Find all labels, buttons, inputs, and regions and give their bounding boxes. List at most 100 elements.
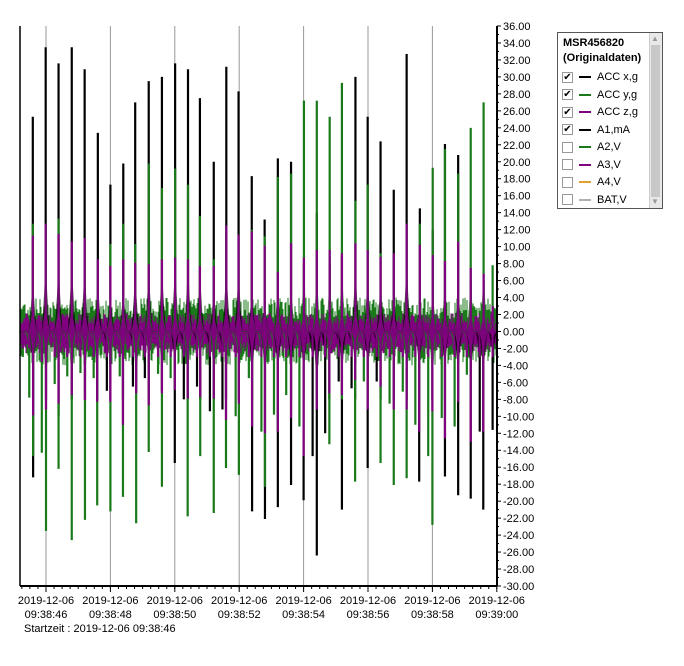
acc-z-spike-base xyxy=(209,308,218,332)
acc-z-spike-base xyxy=(273,310,282,332)
acc-z-spike-base xyxy=(389,331,398,359)
legend-color-swatch xyxy=(579,181,591,183)
legend-checkbox[interactable]: ✔ xyxy=(562,89,573,100)
acc-z-spike-base xyxy=(479,311,488,332)
legend-item[interactable]: BAT,V xyxy=(562,193,627,207)
x-tick-date: 2019-12-06 xyxy=(340,595,396,607)
x-tick-date: 2019-12-06 xyxy=(469,595,525,607)
y-tick-label: -26.00 xyxy=(503,547,534,559)
y-tick-label: 30.00 xyxy=(503,72,531,84)
acc-z-spike-base xyxy=(183,331,192,355)
acc-z-spike-base xyxy=(234,297,243,332)
legend-checkbox[interactable] xyxy=(562,194,573,205)
y-tick-label: -22.00 xyxy=(503,513,534,525)
legend-scrollbar[interactable]: ▲ ▼ xyxy=(649,33,662,208)
legend-title: MSR456820 (Originaldaten) xyxy=(563,36,641,66)
acc-z-spike-base xyxy=(80,298,89,332)
legend-label: ACC x,g xyxy=(597,71,638,83)
y-tick-label: 10.00 xyxy=(503,242,531,254)
acc-z-spike-base xyxy=(440,306,449,332)
y-tick-label: 12.00 xyxy=(503,225,531,237)
y-tick-label: 6.00 xyxy=(503,276,524,288)
acc-z-spike-base xyxy=(376,305,385,332)
legend-label: ACC z,g xyxy=(597,106,638,118)
y-tick-label: 2.00 xyxy=(503,309,524,321)
acc-z-spike-base xyxy=(54,331,63,357)
acc-z-spike-base xyxy=(325,302,334,332)
acc-z-spike-base xyxy=(41,293,50,332)
legend-subtitle: (Originaldaten) xyxy=(563,52,642,64)
scrollbar-thumb[interactable] xyxy=(651,45,660,197)
x-tick-date: 2019-12-06 xyxy=(18,595,74,607)
acc-z-spike-base xyxy=(222,294,231,332)
acc-z-spike-base xyxy=(144,307,153,332)
legend-item[interactable]: A2,V xyxy=(562,140,621,154)
legend-checkbox[interactable]: ✔ xyxy=(562,71,573,83)
legend-label: BAT,V xyxy=(597,193,627,206)
legend-color-swatch xyxy=(579,76,591,78)
legend-checkbox[interactable]: ✔ xyxy=(562,106,573,118)
scroll-up-icon[interactable]: ▲ xyxy=(651,34,659,43)
acc-z-spike-base xyxy=(106,308,115,332)
acc-z-spike-base xyxy=(402,293,411,332)
legend-checkbox[interactable] xyxy=(562,159,573,170)
legend-checkbox[interactable] xyxy=(562,141,573,153)
x-tick-date: 2019-12-06 xyxy=(211,595,267,607)
legend-color-swatch xyxy=(579,163,591,166)
acc-z-spike-base xyxy=(171,305,180,332)
acc-z-spike-base xyxy=(415,301,424,332)
y-tick-label: -12.00 xyxy=(503,428,534,440)
x-tick-date: 2019-12-06 xyxy=(147,595,203,607)
y-tick-label: -4.00 xyxy=(503,360,528,372)
acc-z-spike-base xyxy=(428,304,437,332)
acc-z-spike-base xyxy=(337,331,346,354)
acc-z-spike-base xyxy=(454,299,463,332)
x-tick-date: 2019-12-06 xyxy=(275,595,331,607)
y-tick-label: 0.00 xyxy=(503,326,524,338)
acc-z-spike-base xyxy=(479,331,488,367)
acc-z-spike-base xyxy=(28,297,37,332)
acc-z-spike-base xyxy=(118,331,127,365)
legend-label: A1,mA xyxy=(597,123,631,136)
legend-label: A4,V xyxy=(597,176,621,188)
acc-z-spike-base xyxy=(312,302,321,332)
legend-item[interactable]: A3,V xyxy=(562,158,621,172)
acc-z-spike-base xyxy=(287,331,296,362)
scroll-down-icon[interactable]: ▼ xyxy=(651,197,659,206)
y-tick-label: -20.00 xyxy=(503,496,534,508)
legend-color-swatch xyxy=(579,198,591,201)
acc-z-spike-base xyxy=(287,300,296,332)
y-tick-label: 8.00 xyxy=(503,259,524,271)
start-time-label: Startzeit : 2019-12-06 09:38:46 xyxy=(24,623,176,635)
acc-z-spike-base xyxy=(440,331,449,369)
legend-item[interactable]: ✔ ACC x,g xyxy=(562,70,638,84)
acc-z-spike-base xyxy=(363,302,372,332)
y-tick-label: -14.00 xyxy=(503,445,534,457)
legend-item[interactable]: ✔ ACC y,g xyxy=(562,88,637,102)
acc-z-spike-base xyxy=(157,306,166,332)
legend-checkbox[interactable] xyxy=(562,176,573,188)
y-tick-label: -18.00 xyxy=(503,479,534,491)
acc-z-spike-base xyxy=(54,297,63,332)
y-tick-label: 32.00 xyxy=(503,55,531,67)
acc-z-spike-base xyxy=(454,331,463,357)
legend-color-swatch xyxy=(579,146,591,148)
acc-z-spike-base xyxy=(337,304,346,332)
x-axis-ticks: 2019-12-06 09:38:46 2019-12-06 09:38:48 2019… xyxy=(18,586,525,621)
legend-item[interactable]: ✔ A1,mA xyxy=(562,123,630,137)
legend-item[interactable]: A4,V xyxy=(562,175,621,189)
acc-z-spike-base xyxy=(67,331,76,354)
acc-z-spike-base xyxy=(93,306,102,332)
legend-item[interactable]: ✔ ACC z,g xyxy=(562,105,638,119)
x-tick-time: 09:38:50 xyxy=(153,609,196,621)
acc-z-spike-base xyxy=(119,306,128,332)
acc-z-spike-base xyxy=(488,331,497,341)
y-tick-label: -10.00 xyxy=(503,411,534,423)
y-tick-label: 24.00 xyxy=(503,123,531,135)
acc-z-spike-base xyxy=(247,296,256,332)
x-tick-time: 09:39:00 xyxy=(475,609,518,621)
y-tick-label: -2.00 xyxy=(503,343,528,355)
legend-checkbox[interactable]: ✔ xyxy=(562,124,573,135)
acc-z-spike-base xyxy=(273,331,282,367)
